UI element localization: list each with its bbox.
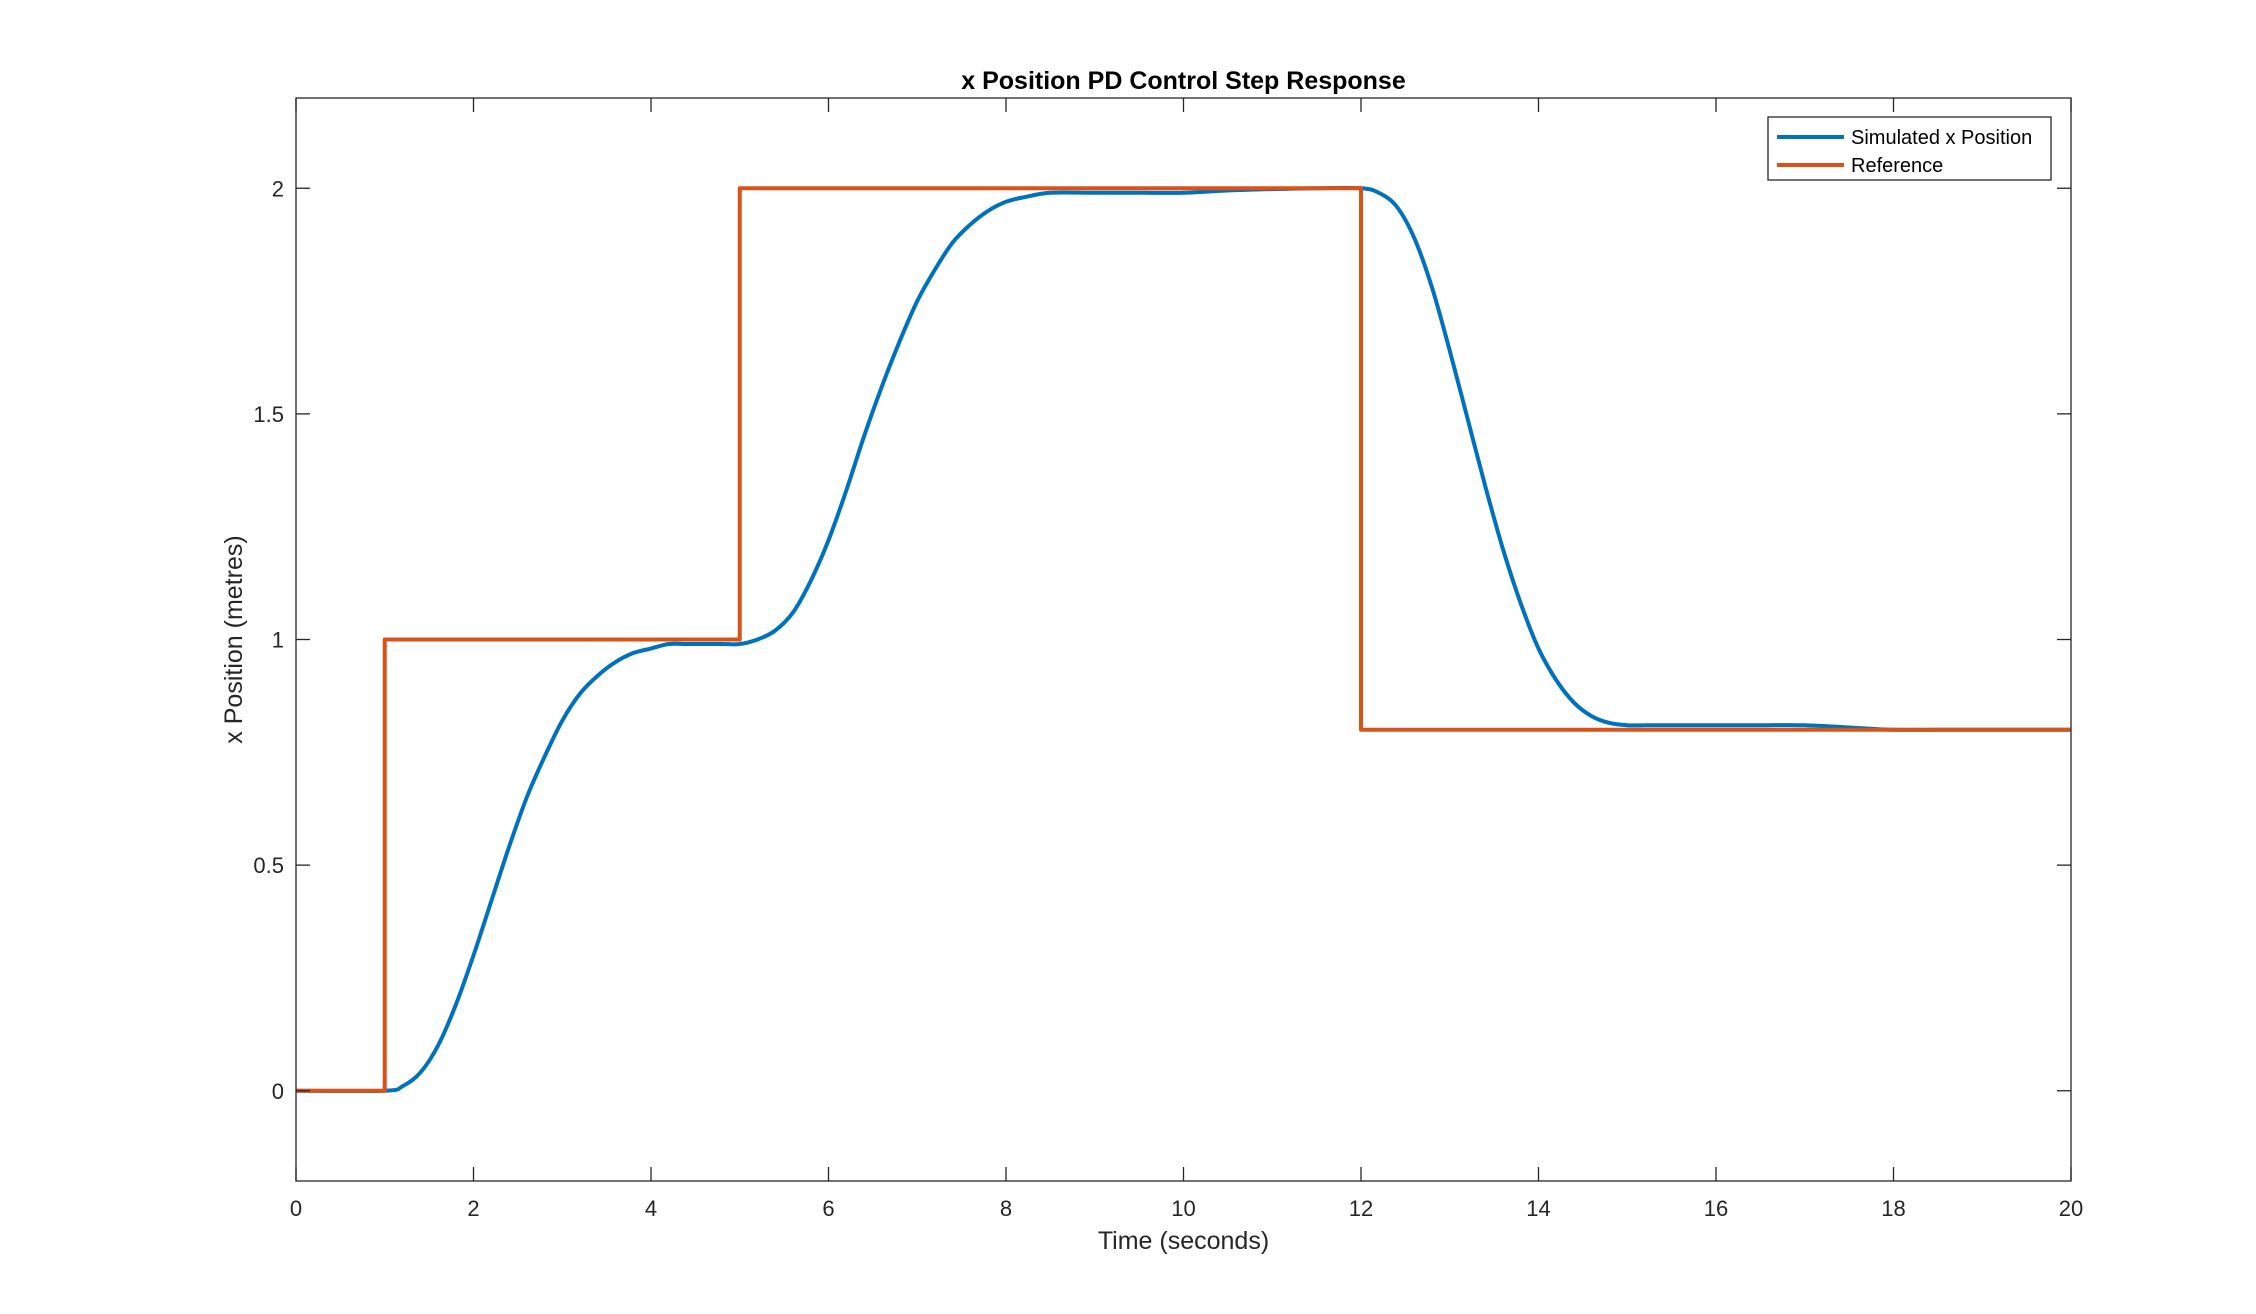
y-tick-label: 2 [272,176,284,201]
x-tick-label: 12 [1349,1196,1373,1221]
y-tick-label: 0.5 [253,853,284,878]
y-tick-label: 1.5 [253,402,284,427]
y-tick-label: 1 [272,628,284,653]
legend-entry-label: Simulated x Position [1851,127,2032,149]
x-tick-label: 14 [1526,1196,1550,1221]
x-tick-label: 18 [1881,1196,1905,1221]
y-tick-label: 0 [272,1079,284,1104]
x-axis-label: Time (seconds) [1098,1227,1269,1255]
x-tick-label: 2 [467,1196,479,1221]
series-line-reference [296,186,2071,1093]
legend-box [1767,116,2052,181]
x-tick-label: 8 [1000,1196,1012,1221]
y-axis-label: x Position (metres) [220,535,248,743]
x-tick-label: 10 [1171,1196,1195,1221]
x-tick-label: 0 [290,1196,302,1221]
series-line-simulated-x-position [296,185,2071,1094]
x-tick-label: 16 [1704,1196,1728,1221]
legend: Simulated x Position Reference [1767,116,2052,181]
legend-entry-label: Reference [1851,155,1943,177]
x-tick-label: 4 [645,1196,657,1221]
x-tick-label: 6 [822,1196,834,1221]
x-tick-label: 20 [2059,1196,2083,1221]
chart-title: x Position PD Control Step Response [961,67,1406,95]
series-layer [296,185,2071,1094]
tick-layer: 0 2 4 6 8 10 12 14 16 18 20 0 0.5 1 1.5 2 [253,98,2083,1221]
